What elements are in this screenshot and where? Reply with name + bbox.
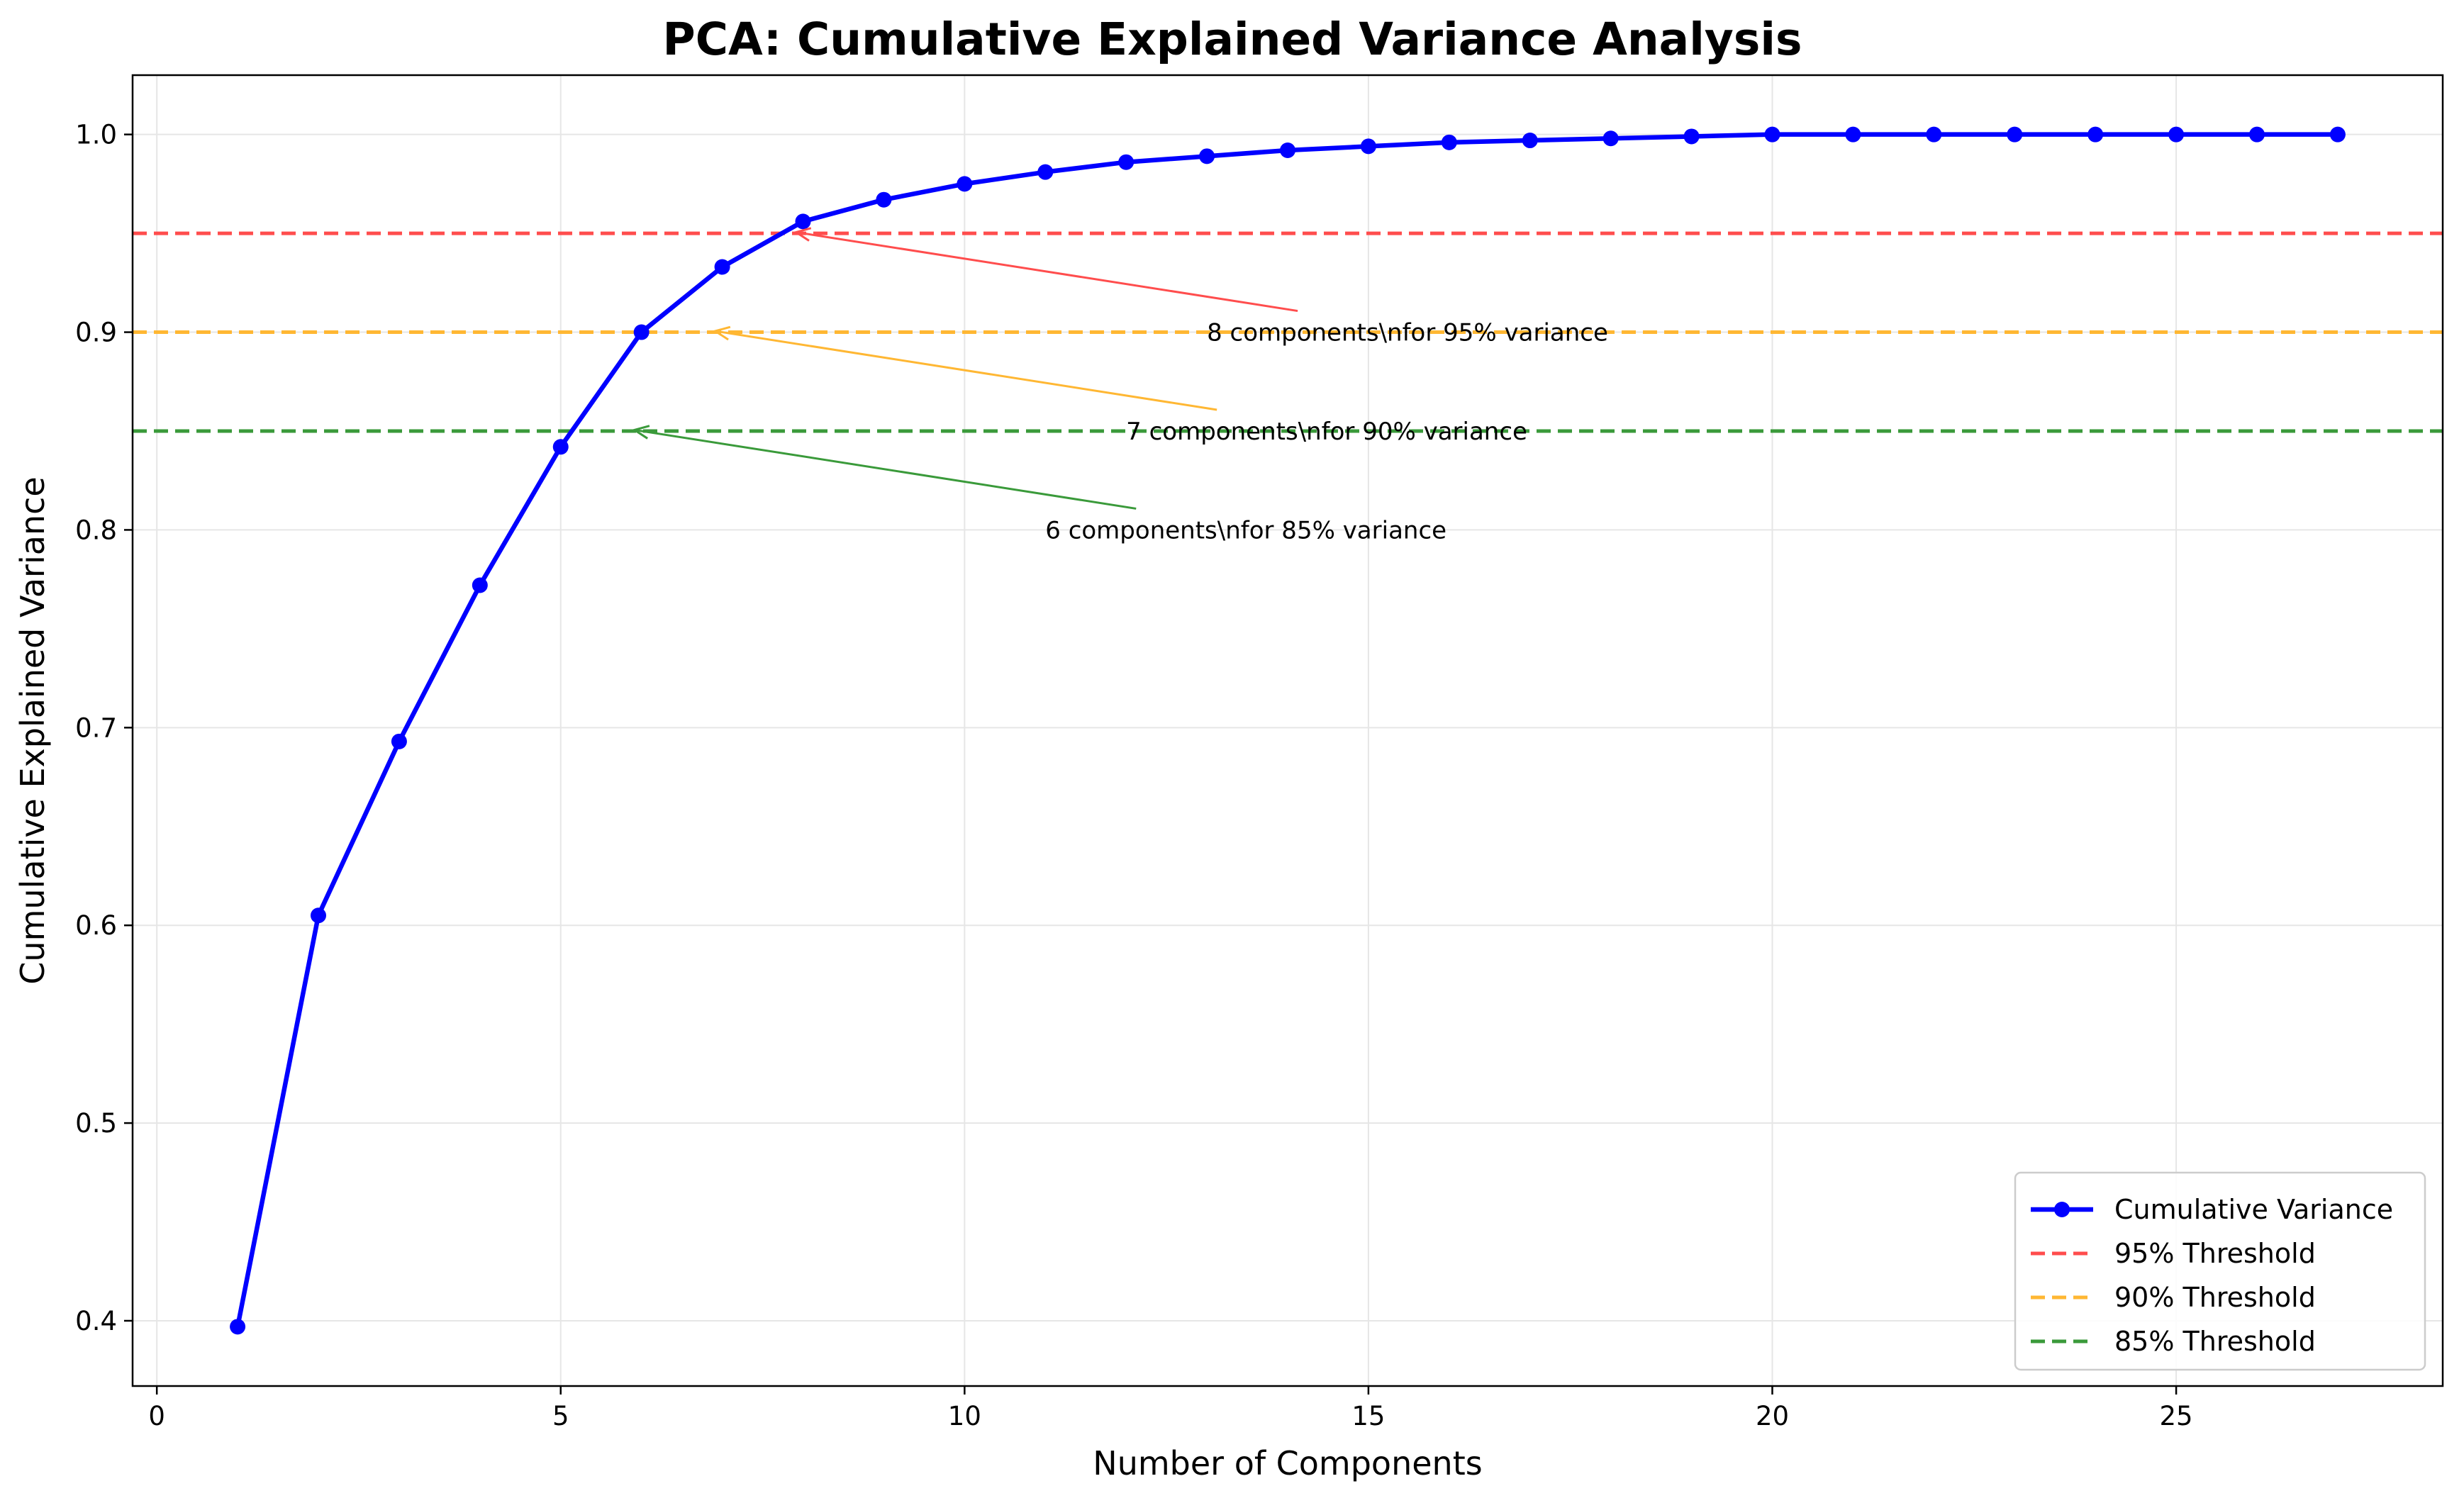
data-point (2087, 126, 2104, 143)
data-point (2007, 126, 2023, 143)
data-point (230, 1319, 246, 1335)
annotation-arrowhead (713, 325, 731, 341)
data-point (552, 439, 569, 455)
y-tick-label: 0.4 (75, 1306, 117, 1336)
data-point (957, 176, 973, 192)
threshold-layer (133, 231, 2443, 433)
tick-layer: 0 5 10 15 20 25 0.4 0.5 0.6 0.7 0.8 0.9 1.0 (75, 120, 2192, 1431)
data-point (633, 324, 650, 340)
plot-frame (131, 74, 2444, 1387)
data-point (2248, 126, 2265, 143)
legend-label: Cumulative Variance (2114, 1194, 2393, 1225)
y-tick-label: 0.8 (75, 515, 117, 545)
data-point (1683, 128, 1700, 145)
y-tick-label: 0.6 (75, 910, 117, 941)
legend-marker (2054, 1202, 2070, 1217)
x-tick-label: 10 (948, 1401, 981, 1431)
data-point (391, 733, 407, 749)
annotation-arrow (715, 330, 1217, 411)
data-point (1845, 126, 1861, 143)
x-axis-label: Number of Components (1093, 1444, 1482, 1482)
data-point (472, 577, 488, 593)
legend-label: 95% Threshold (2114, 1238, 2316, 1269)
data-point (1360, 138, 1376, 155)
data-point (1118, 154, 1135, 170)
annotation-arrowhead (793, 227, 812, 242)
data-point (1199, 148, 1215, 164)
legend-label: 85% Threshold (2114, 1326, 2316, 1357)
data-point (1280, 142, 1295, 158)
data-point (311, 907, 327, 924)
annotation-arrow (634, 428, 1137, 510)
x-tick-label: 5 (552, 1401, 569, 1431)
y-axis-label: Cumulative Explained Variance (13, 476, 52, 984)
data-point (1602, 130, 1619, 147)
annotation-arrow (796, 231, 1298, 313)
x-tick-label: 20 (1756, 1401, 1789, 1431)
data-point (1441, 134, 1457, 150)
y-tick-label: 0.7 (75, 713, 117, 743)
legend-box (2014, 1171, 2426, 1371)
annotation-text: 8 components\nfor 95% variance (1207, 319, 1608, 347)
data-point (795, 213, 811, 230)
data-point (876, 191, 892, 208)
y-tick-label: 0.9 (75, 318, 117, 348)
data-point (714, 259, 730, 275)
annotation-text: 7 components\nfor 90% variance (1126, 418, 1527, 446)
data-point (2329, 126, 2346, 143)
annotation-arrowhead (632, 425, 650, 440)
data-point (1037, 164, 1054, 180)
data-point (2168, 126, 2185, 143)
legend-label: 90% Threshold (2114, 1282, 2316, 1313)
data-point (1926, 126, 1942, 143)
y-tick-label: 1.0 (75, 120, 117, 150)
annotation-layer: 8 components\nfor 95% variance 7 componen… (632, 227, 1608, 544)
data-point (1522, 133, 1538, 149)
x-tick-label: 15 (1351, 1401, 1385, 1431)
annotation-text: 6 components\nfor 85% variance (1045, 516, 1446, 544)
x-tick-label: 25 (2160, 1401, 2193, 1431)
y-tick-label: 0.5 (75, 1108, 117, 1139)
legend: Cumulative Variance 95% Threshold 90% Thre… (2014, 1171, 2426, 1371)
series-layer (230, 126, 2346, 1335)
data-point (1764, 126, 1780, 143)
chart-title: PCA: Cumulative Explained Variance Analy… (663, 13, 1802, 65)
x-tick-label: 0 (148, 1401, 165, 1431)
